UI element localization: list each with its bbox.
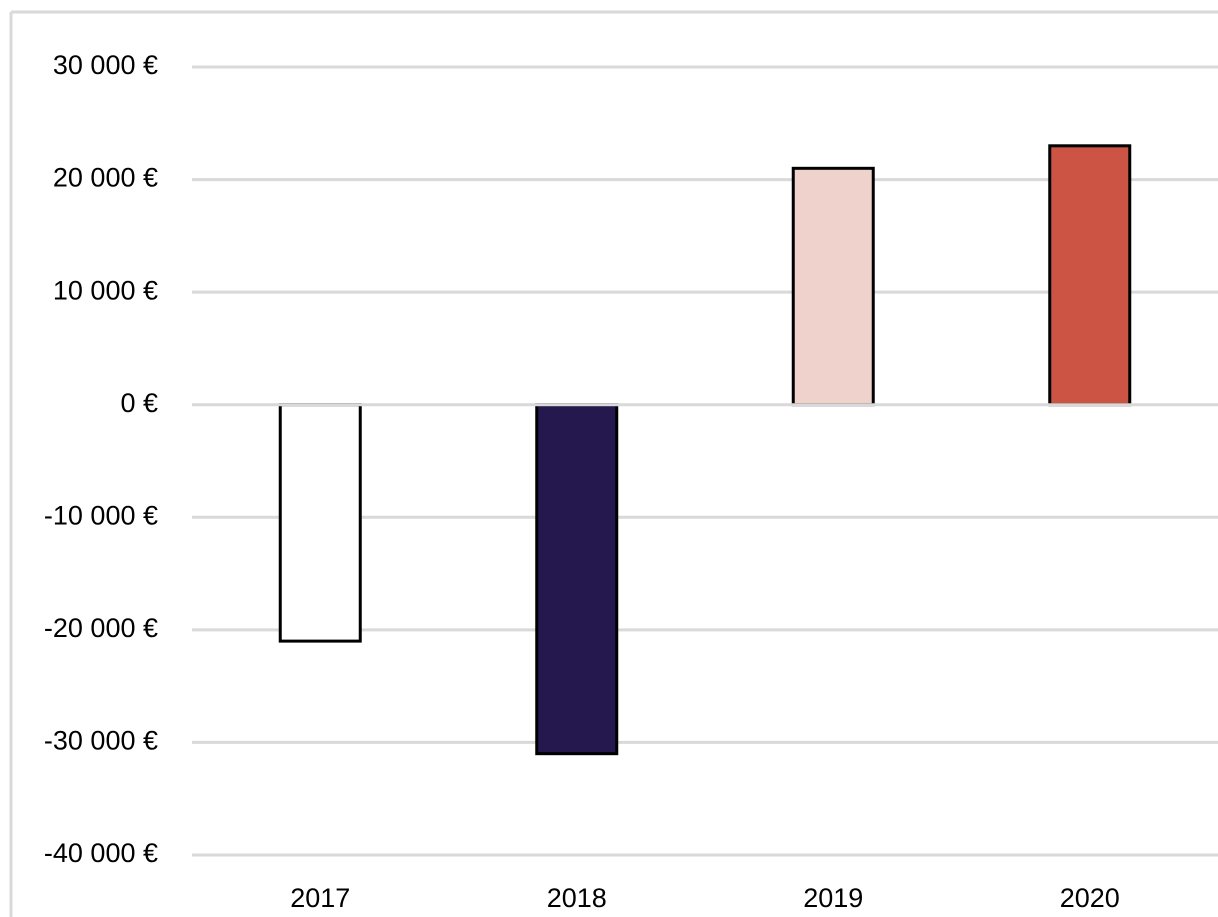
y-tick-label: 0 €	[120, 388, 158, 418]
bar	[535, 403, 619, 756]
y-tick-label: 20 000 €	[53, 163, 158, 193]
y-tick-label: -10 000 €	[44, 500, 158, 530]
y-tick-label: -30 000 €	[44, 726, 158, 756]
x-tick-label: 2020	[1060, 883, 1120, 913]
y-tick-label: -20 000 €	[44, 613, 158, 643]
y-tick-label: -40 000 €	[44, 838, 158, 868]
bar	[791, 166, 875, 407]
x-tick-label: 2019	[803, 883, 863, 913]
y-tick-label: 30 000 €	[53, 50, 158, 80]
bar	[1048, 144, 1132, 407]
x-tick-label: 2017	[290, 883, 350, 913]
y-tick-label: 10 000 €	[53, 275, 158, 305]
x-tick-label: 2018	[547, 883, 607, 913]
bar	[278, 403, 362, 643]
